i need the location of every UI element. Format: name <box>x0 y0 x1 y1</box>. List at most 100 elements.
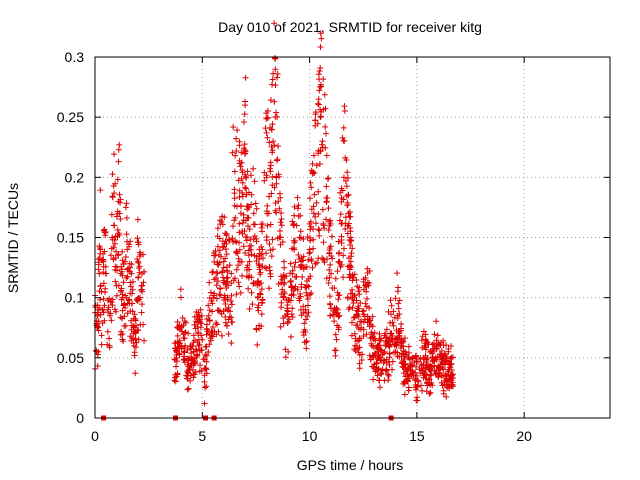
data-point <box>191 321 198 328</box>
data-point <box>393 335 400 342</box>
data-point <box>420 328 427 335</box>
data-point <box>248 251 255 258</box>
data-point <box>331 347 338 354</box>
data-point <box>173 354 180 361</box>
data-point <box>173 373 180 380</box>
data-point <box>174 332 181 339</box>
data-point <box>278 290 285 297</box>
data-point <box>406 375 413 382</box>
data-point <box>196 368 203 375</box>
data-point <box>276 190 283 197</box>
data-point <box>225 282 232 289</box>
data-point <box>262 264 269 271</box>
data-point <box>278 304 285 311</box>
data-point <box>132 336 139 343</box>
data-point <box>400 343 407 350</box>
data-point <box>440 366 447 373</box>
data-point <box>268 253 275 260</box>
data-point <box>394 270 401 277</box>
data-point <box>233 203 240 210</box>
data-point <box>280 294 287 301</box>
data-point <box>269 147 276 154</box>
data-point <box>202 365 209 372</box>
data-point <box>401 391 408 398</box>
data-point <box>96 270 103 277</box>
data-point <box>131 349 138 356</box>
data-point <box>289 218 296 225</box>
data-point <box>395 300 402 307</box>
data-point <box>218 332 225 339</box>
x-tick-label: 20 <box>516 428 532 444</box>
data-point <box>311 191 318 198</box>
data-point <box>319 206 326 213</box>
data-point <box>429 350 436 357</box>
data-point <box>250 236 257 243</box>
data-point <box>338 261 345 268</box>
data-point <box>276 205 283 212</box>
data-point <box>386 362 393 369</box>
data-point <box>124 246 131 253</box>
data-point <box>345 210 352 217</box>
data-point <box>222 294 229 301</box>
data-point <box>412 353 419 360</box>
data-point <box>344 230 351 237</box>
data-point <box>200 356 207 363</box>
data-point <box>334 268 341 275</box>
data-point <box>233 135 240 142</box>
data-point <box>385 372 392 379</box>
data-point <box>315 188 322 195</box>
data-point <box>182 342 189 349</box>
data-point <box>269 246 276 253</box>
data-point <box>195 342 202 349</box>
data-point <box>405 343 412 350</box>
data-point <box>104 328 111 335</box>
data-point <box>265 285 272 292</box>
data-point <box>319 138 326 145</box>
data-point <box>313 162 320 169</box>
data-point <box>340 174 347 181</box>
data-point <box>113 292 120 299</box>
data-point <box>211 258 218 265</box>
y-tick-label: 0.2 <box>65 169 85 185</box>
data-point <box>221 240 228 247</box>
data-point <box>310 245 317 252</box>
data-point <box>271 98 278 105</box>
data-point <box>295 251 302 258</box>
data-point <box>282 354 289 361</box>
data-point <box>181 318 188 325</box>
data-point <box>327 312 334 319</box>
data-point <box>193 354 200 361</box>
data-point <box>297 291 304 298</box>
data-point <box>310 169 317 176</box>
data-point <box>123 214 130 221</box>
data-point <box>127 333 134 340</box>
data-point <box>309 160 316 167</box>
data-point <box>100 269 107 276</box>
data-point <box>214 225 221 232</box>
data-point <box>419 344 426 351</box>
data-point <box>398 353 405 360</box>
data-point <box>250 165 257 172</box>
data-point <box>267 162 274 169</box>
data-point <box>380 350 387 357</box>
data-point <box>308 257 315 264</box>
data-point <box>388 302 395 309</box>
data-point <box>401 380 408 387</box>
data-point <box>316 232 323 239</box>
data-point <box>304 292 311 299</box>
data-point <box>306 195 313 202</box>
data-point <box>95 259 102 266</box>
data-point <box>302 309 309 316</box>
data-point <box>285 318 292 325</box>
data-point <box>317 113 324 120</box>
data-point <box>269 81 276 88</box>
data-point <box>383 326 390 333</box>
data-point <box>231 186 238 193</box>
data-point <box>424 339 431 346</box>
data-point <box>97 283 104 290</box>
data-point <box>218 310 225 317</box>
data-point <box>355 337 362 344</box>
data-point <box>356 365 363 372</box>
data-point <box>431 331 438 338</box>
data-point <box>172 378 179 385</box>
